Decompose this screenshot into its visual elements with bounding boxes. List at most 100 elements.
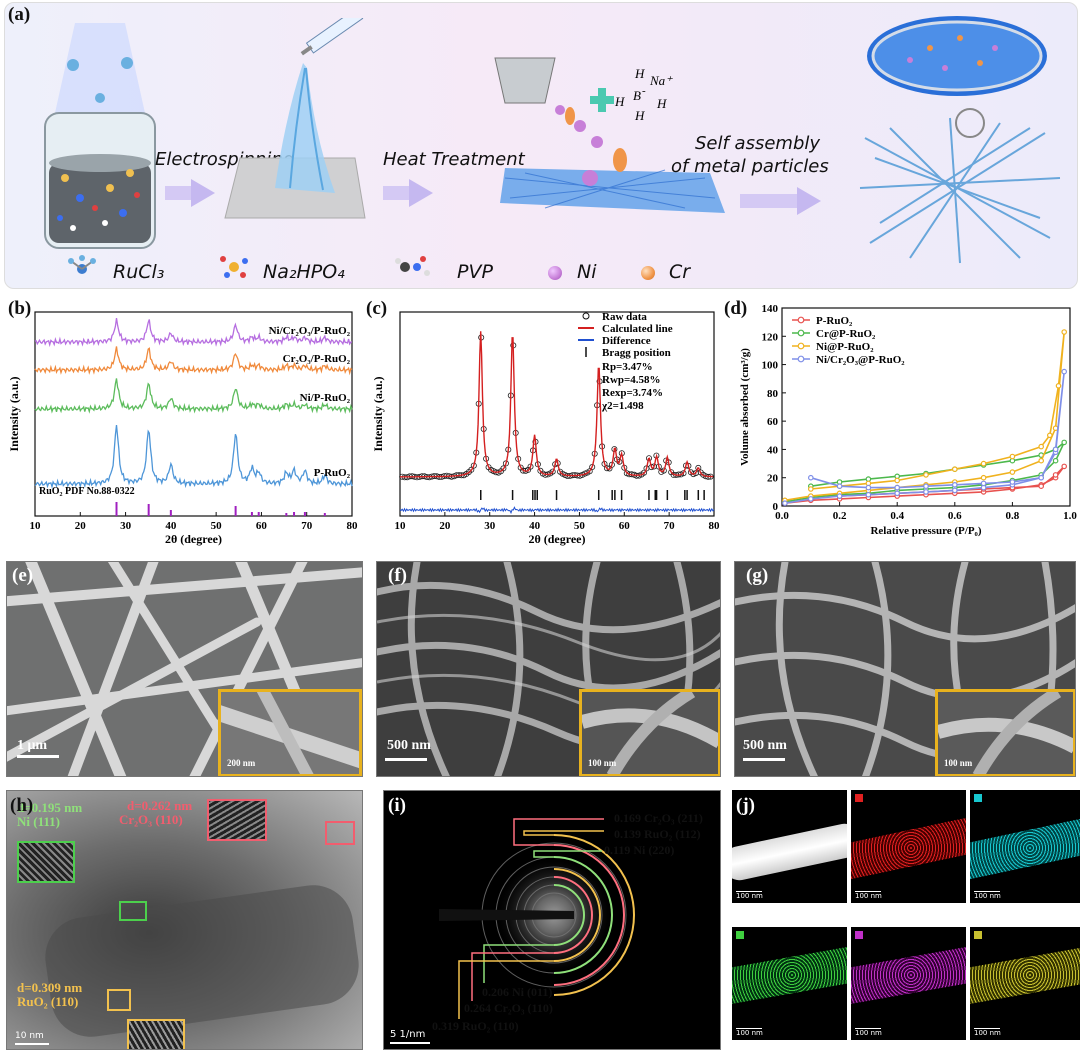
- rietveld-stat-3: χ2=1.498: [601, 400, 644, 412]
- rietveld-stat-2: Rexp=3.74%: [602, 387, 663, 399]
- rietveld-legend-item-2: Difference: [602, 335, 651, 347]
- rietveld-stat-1: Rwp=4.58%: [602, 374, 661, 386]
- saed-label-top-3: 0.119 Ni (220): [604, 843, 675, 857]
- xrd-series-0: [34, 318, 352, 348]
- bet-series-1-point-10: [1052, 457, 1059, 464]
- eds-map-scale-1: 100 nm: [736, 892, 763, 900]
- hrtem-inset-ru: [127, 1019, 185, 1049]
- saed-scale-bar: [390, 1042, 430, 1044]
- xrd-series-label-1: Cr₂O₃/P-RuO₂: [283, 353, 351, 365]
- saed-label-top-2: 0.139 RuO₂ (112): [614, 827, 701, 841]
- electrospinning-illustration: [224, 18, 372, 219]
- hrtem-image: d=0.195 nm Ni (111) d=0.262 nm Cr₂O₃ (11…: [6, 790, 363, 1050]
- panel-e-label: (e): [12, 565, 34, 586]
- bet-series-2-point-11: [1061, 329, 1068, 335]
- hrtem-label-ru-plane: RuO₂ (110): [17, 994, 79, 1009]
- bet-series-3-point-2: [836, 493, 843, 499]
- bet-series-3-point-14: [1009, 479, 1016, 485]
- rietveld-raw-point-98: [640, 469, 647, 476]
- legend-pvp: PVP: [457, 261, 493, 283]
- reagent-boron: B: [633, 88, 641, 103]
- na2hpo4-icon: [217, 253, 251, 279]
- bet-series-3-point-12: [1052, 446, 1059, 453]
- legend-rucl3: RuCl₃: [113, 261, 165, 283]
- saed-pattern: 0.169 Cr₂O₃ (211) 0.139 RuO₂ (112) 0.119…: [383, 790, 721, 1050]
- eds-map-scale-4: 100 nm: [736, 1029, 763, 1037]
- xrd-series-label-0: Ni/Cr₂O₃/P-RuO₂: [269, 325, 351, 337]
- bet-y-tick-label-2: 40: [767, 444, 779, 456]
- bet-plot-frame: [781, 307, 1071, 507]
- bet-series-3-point-19: [865, 484, 872, 491]
- sem-inset-g: 100 nm: [935, 689, 1075, 776]
- bet-legend-marker-1: [797, 329, 805, 337]
- legend-ni: Ni: [577, 261, 597, 283]
- eds-maps: 100 nm 100 nm 100 nm 100 nm 100 nm 100 n…: [732, 790, 1080, 1050]
- bet-y-tick-label-1: 20: [767, 473, 779, 485]
- saed-rings: [439, 818, 635, 1019]
- bet-y-tick-label-0: 0: [773, 501, 779, 513]
- rietveld-legend-item-3: Bragg position: [602, 347, 671, 359]
- rietveld-difference-line: [399, 506, 715, 515]
- bet-series-2-point-18: [923, 472, 929, 478]
- bet-y-axis-label: Volume absorbed (cm³/g): [739, 348, 751, 466]
- rietveld-x-tick-label-7: 80: [709, 520, 721, 532]
- rietveld-raw-point-61: [549, 468, 556, 475]
- bet-series-2-point-8: [1009, 469, 1016, 475]
- saed-label-top-1: 0.169 Cr₂O₃ (211): [614, 811, 703, 825]
- bet-series-3-point-17: [923, 483, 929, 490]
- hrtem-label-ni-d: d=0.195 nm: [17, 800, 83, 815]
- rietveld-raw-point-114: [680, 470, 687, 477]
- bet-series-2-point-15: [1009, 453, 1016, 460]
- xrd-y-axis-label: Intensity (a.u.): [7, 376, 21, 451]
- step-heat-treatment: Heat Treatment: [383, 149, 525, 170]
- rietveld-legend-raw-marker: [582, 312, 590, 320]
- rietveld-x-axis-label: 2θ (degree): [528, 532, 585, 546]
- fiber-network-illustration: [859, 16, 1061, 264]
- bet-y-tick-label-5: 100: [762, 360, 779, 372]
- bet-series-1: [784, 441, 1065, 503]
- bet-series-3-point-20: [836, 483, 843, 490]
- panel-b-label: (b): [8, 298, 32, 319]
- reagent-na: Na⁺: [649, 73, 673, 88]
- scale-label-e: 1 μm: [17, 738, 48, 753]
- bet-series-2-point-17: [952, 466, 958, 473]
- xrd-series-label-3: P-RuO₂: [314, 467, 351, 479]
- inset-scale-e: 200 nm: [227, 758, 256, 768]
- bet-y-tick-label-4: 80: [767, 388, 779, 400]
- eds-map-p: 100 nm: [970, 927, 1080, 1040]
- eds-map-o: 100 nm: [732, 927, 847, 1040]
- eds-map-ni: 100 nm: [970, 790, 1080, 903]
- xrd-chart: 10 20 30 40 50 60 70 80 2θ (degree) Intensity (a.…: [7, 311, 358, 546]
- bet-series-3-point-3: [865, 491, 872, 498]
- eds-map-cr: 100 nm: [851, 927, 966, 1040]
- saed-scale-label: 5 1/nm: [390, 1029, 426, 1040]
- sem-fibers-f: [377, 562, 720, 776]
- rietveld-stat-0: Rp=3.47%: [602, 361, 653, 373]
- panel-j-label: (j): [736, 795, 755, 816]
- sem-image-f: 100 nm 500 nm: [376, 561, 721, 777]
- reagent-h-bottom: H: [634, 108, 645, 123]
- sem-inset-f: 100 nm: [579, 689, 720, 776]
- bet-legend-label-3: Ni/Cr₂O₃@P-RuO₂: [816, 354, 905, 366]
- bet-series-3-point-5: [923, 489, 929, 495]
- bet-series-3-point-0: [782, 500, 788, 507]
- sem-image-e: 200 nm 1 μm: [6, 561, 363, 777]
- xrd-x-tick-label-3: 40: [165, 520, 177, 532]
- bet-series-1-point-11: [1061, 439, 1068, 446]
- rietveld-x-tick-label-0: 10: [395, 520, 407, 532]
- rietveld-x-tick-label-5: 60: [619, 520, 631, 532]
- bet-series-2-point-14: [1038, 443, 1045, 450]
- eds-map-ru: 100 nm: [851, 790, 966, 903]
- bet-legend-marker-0: [797, 316, 805, 324]
- xrd-x-tick-label-0: 10: [30, 520, 42, 532]
- hrtem-label-cr-d: d=0.262 nm: [127, 798, 193, 813]
- xrd-x-axis-label: 2θ (degree): [165, 532, 222, 546]
- rietveld-raw-point-100: [645, 455, 652, 462]
- inset-scale-f: 100 nm: [588, 758, 617, 768]
- panel-a-label: (a): [8, 4, 31, 25]
- xrd-reference-label: RuO₂ PDF No.88-0322: [39, 486, 135, 497]
- reagent-h-top: H: [634, 66, 645, 81]
- bet-series-2-point-7: [980, 474, 987, 481]
- rietveld-x-tick-label-6: 70: [664, 520, 676, 532]
- reagent-minus: -: [642, 85, 646, 97]
